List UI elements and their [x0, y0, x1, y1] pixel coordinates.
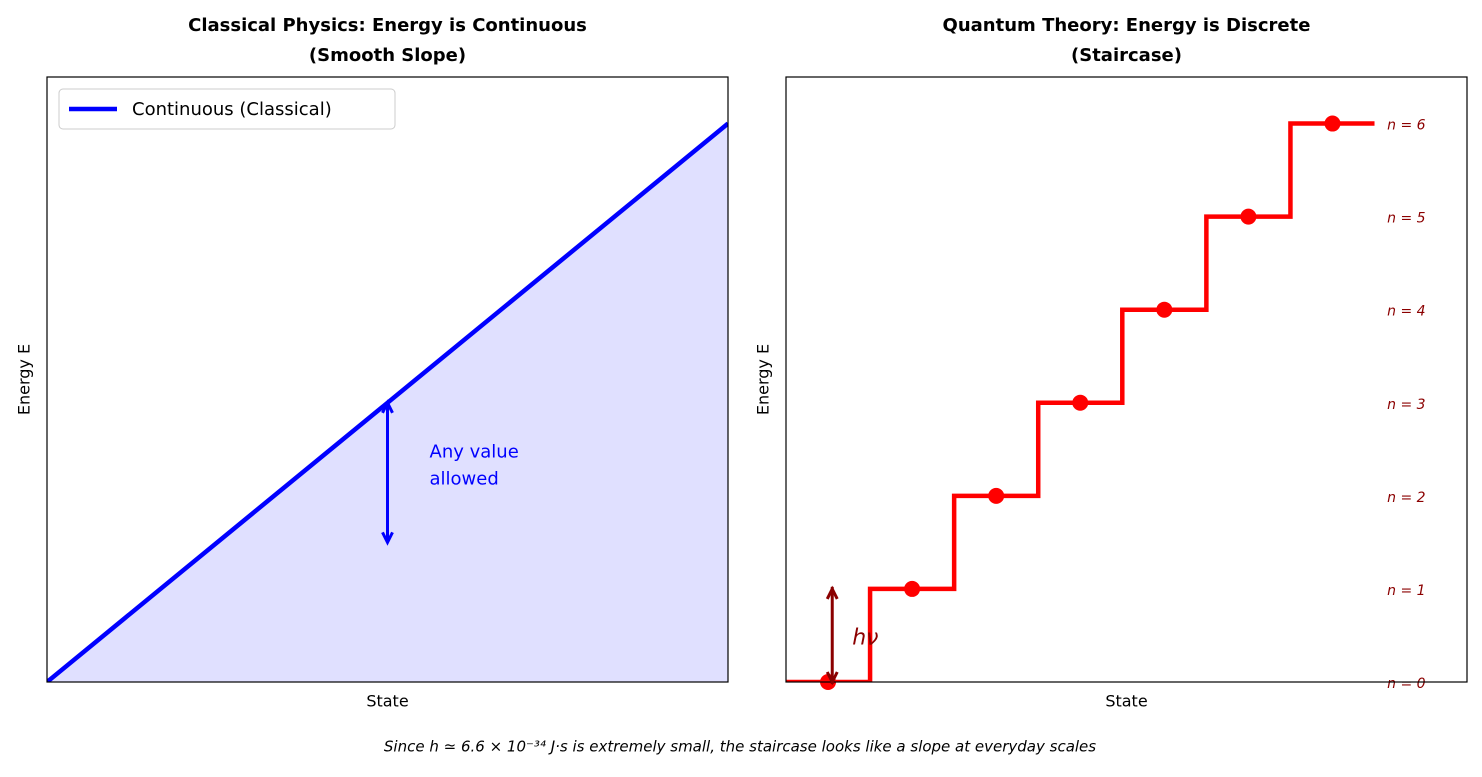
level-label: n = 5 [1387, 211, 1426, 227]
level-label: n = 6 [1387, 118, 1426, 134]
plot-frame [785, 76, 1468, 683]
chart-title: Quantum Theory: Energy is Discrete [943, 15, 1311, 36]
point [904, 580, 921, 597]
point [1324, 115, 1341, 132]
chart-title: Classical Physics: Energy is Continuous [188, 15, 587, 36]
arrow-head [381, 399, 394, 414]
y-axis-label: Energy E [15, 344, 34, 415]
arrow-head [825, 585, 839, 600]
arrow-head [381, 531, 394, 546]
chart-subtitle: (Smooth Slope) [309, 45, 466, 66]
legend-box [58, 88, 396, 130]
level-label: n = 2 [1387, 490, 1426, 506]
point [1072, 394, 1089, 411]
legend-label: Continuous (Classical) [132, 99, 332, 120]
arrow-head [825, 671, 839, 686]
point [1156, 301, 1173, 318]
level-label: n = 0 [1387, 676, 1426, 692]
point [988, 487, 1005, 504]
level-label: n = 1 [1387, 583, 1425, 599]
caption: Since h ≃ 6.6 × 10⁻³⁴ J·s is extremely s… [384, 738, 1096, 756]
chart-subtitle: (Staircase) [1071, 45, 1182, 66]
level-label: n = 4 [1387, 304, 1425, 320]
y-axis-label: Energy E [754, 344, 773, 415]
point [1240, 208, 1257, 225]
plot-frame [46, 76, 729, 683]
area [47, 123, 728, 682]
level-label: n = 3 [1387, 397, 1425, 413]
x-axis-label: State [366, 692, 408, 711]
annotation-text: Any value [430, 442, 519, 463]
x-axis-label: State [1105, 692, 1147, 711]
annotation-text: hν [852, 625, 878, 650]
annotation-text: allowed [430, 469, 499, 490]
